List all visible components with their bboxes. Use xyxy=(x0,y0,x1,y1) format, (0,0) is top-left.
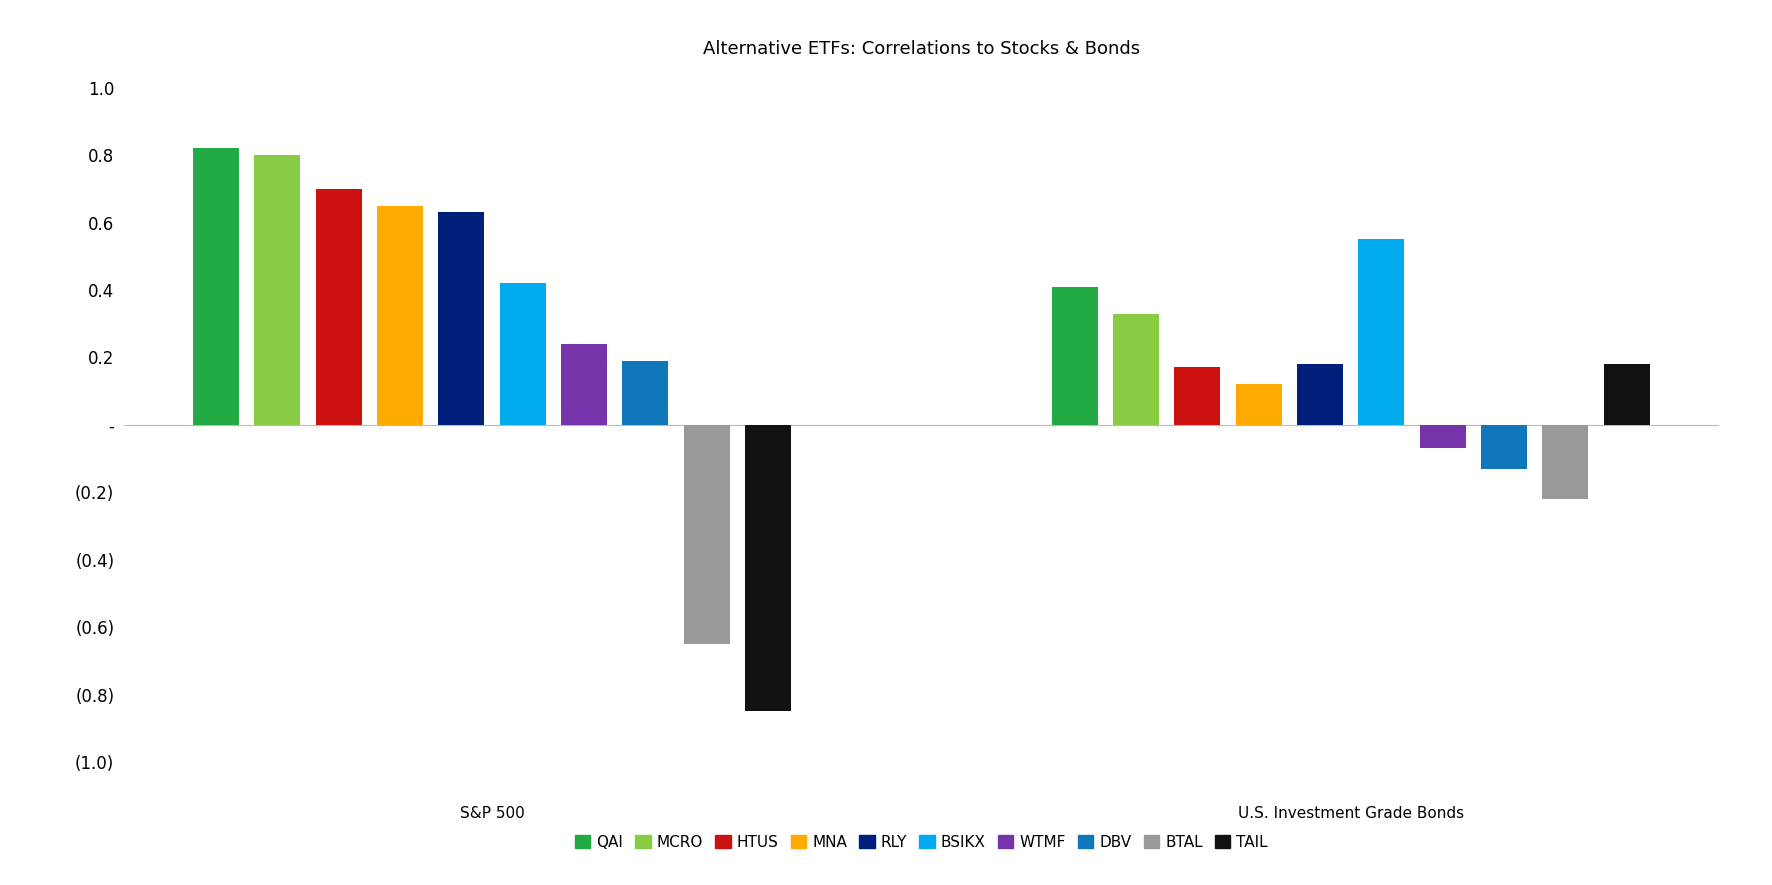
Bar xyxy=(1235,384,1281,425)
Bar xyxy=(1053,287,1099,425)
Bar xyxy=(1297,364,1343,425)
Title: Alternative ETFs: Correlations to Stocks & Bonds: Alternative ETFs: Correlations to Stocks… xyxy=(703,40,1139,58)
Text: U.S. Investment Grade Bonds: U.S. Investment Grade Bonds xyxy=(1239,805,1464,820)
Bar xyxy=(622,361,668,425)
Bar xyxy=(1359,239,1405,425)
Bar xyxy=(1604,364,1650,425)
Bar xyxy=(1113,313,1159,425)
Bar xyxy=(1542,425,1588,499)
Bar xyxy=(315,189,361,425)
Text: S&P 500: S&P 500 xyxy=(459,805,525,820)
Bar xyxy=(562,344,608,425)
Bar xyxy=(255,155,301,425)
Legend: QAI, MCRO, HTUS, MNA, RLY, BSIKX, WTMF, DBV, BTAL, TAIL: QAI, MCRO, HTUS, MNA, RLY, BSIKX, WTMF, … xyxy=(569,829,1274,856)
Bar xyxy=(193,149,239,425)
Bar xyxy=(377,205,424,425)
Bar xyxy=(1481,425,1527,469)
Bar xyxy=(500,283,546,425)
Bar xyxy=(1419,425,1465,449)
Bar xyxy=(684,425,730,644)
Bar xyxy=(744,425,790,712)
Bar xyxy=(1175,367,1221,425)
Bar xyxy=(438,212,484,425)
